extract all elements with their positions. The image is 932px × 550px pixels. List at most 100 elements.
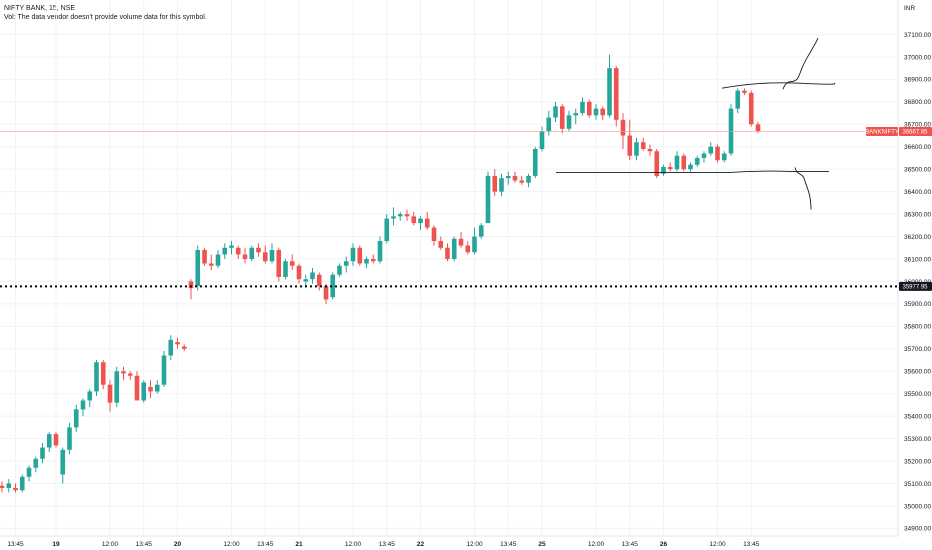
candle-body xyxy=(127,373,133,376)
candle xyxy=(80,398,86,417)
chart-symbol-title: NIFTY BANK, 15, NSE xyxy=(4,5,76,12)
x-tick-label: 13:45 xyxy=(622,541,639,548)
trend-drawings[interactable] xyxy=(556,38,836,210)
candle-body xyxy=(73,409,79,428)
y-tick-label: 36500.00 xyxy=(904,167,931,174)
candle-body xyxy=(107,384,113,403)
candle xyxy=(40,443,45,464)
candle-body xyxy=(451,238,457,259)
candle xyxy=(127,371,133,381)
y-tick-label: 36300.00 xyxy=(904,211,931,218)
candle-body xyxy=(748,92,754,125)
candle xyxy=(424,211,430,230)
candle-body xyxy=(418,218,423,224)
candle xyxy=(53,431,59,448)
y-tick-label: 34900.00 xyxy=(904,526,931,533)
candle-body xyxy=(667,166,673,170)
candle-body xyxy=(330,274,336,298)
candle xyxy=(377,236,383,264)
candle xyxy=(640,137,646,152)
candle xyxy=(330,272,336,300)
candle xyxy=(154,380,160,394)
candle-body xyxy=(478,225,484,237)
candle xyxy=(222,243,228,259)
candle-body xyxy=(492,175,498,192)
candle-body xyxy=(607,68,612,116)
candle xyxy=(580,97,585,116)
candle xyxy=(316,272,322,291)
candle xyxy=(708,142,714,156)
candle-body xyxy=(404,214,410,217)
candle xyxy=(26,465,32,482)
candle xyxy=(202,247,207,266)
candle xyxy=(242,247,248,264)
candle-body xyxy=(94,362,99,392)
symbol-tag-label: BANKNIFTY xyxy=(865,130,899,136)
candle-body xyxy=(661,166,666,174)
candles xyxy=(0,54,761,493)
candle xyxy=(364,256,369,268)
y-tick-label: 36400.00 xyxy=(904,189,931,196)
candle-body xyxy=(728,108,734,154)
x-tick-label: 13:45 xyxy=(500,541,517,548)
candle-body xyxy=(114,371,120,403)
y-tick-label: 35800.00 xyxy=(904,324,931,331)
candle xyxy=(742,88,747,96)
x-tick-label: 26 xyxy=(660,541,668,548)
candle-body xyxy=(573,113,579,116)
candle-body xyxy=(242,254,248,259)
candle-body xyxy=(40,447,45,459)
candle xyxy=(492,169,498,197)
candle-body xyxy=(600,108,606,116)
candle xyxy=(559,104,565,134)
candle xyxy=(114,366,120,408)
candle-body xyxy=(586,101,592,116)
candle xyxy=(107,380,113,412)
candle-body xyxy=(19,476,25,491)
time-axis: 13:45 19 12:00 13:45 20 12:00 13:45 21 12:00 13:4… xyxy=(7,541,759,548)
candle xyxy=(526,173,531,188)
candle-body xyxy=(613,68,619,120)
candle-body xyxy=(33,458,39,468)
candle-body xyxy=(742,90,747,93)
candle xyxy=(181,344,187,352)
candle xyxy=(13,483,18,493)
candle-body xyxy=(397,214,403,217)
candle-body xyxy=(350,247,356,262)
candle-body xyxy=(647,148,653,152)
candle xyxy=(721,151,727,163)
candle-body xyxy=(559,106,565,129)
candle xyxy=(438,236,444,251)
candle-body xyxy=(681,155,687,170)
candle xyxy=(505,171,511,185)
candle-body xyxy=(472,236,477,253)
candle xyxy=(46,431,52,453)
candle-body xyxy=(256,247,261,253)
x-tick-label: 12:00 xyxy=(223,541,240,548)
candle xyxy=(215,250,221,268)
y-tick-label: 35600.00 xyxy=(904,369,931,376)
candle-body xyxy=(377,241,383,262)
candle-body xyxy=(465,245,471,253)
candle-body xyxy=(519,180,525,183)
candle xyxy=(350,243,356,266)
candle xyxy=(397,211,403,221)
y-tick-label: 37100.00 xyxy=(904,32,931,39)
candle-body xyxy=(688,164,693,170)
candle-body xyxy=(384,218,390,242)
candle xyxy=(6,479,12,493)
bullish-path-drawing xyxy=(782,38,819,90)
x-tick-label: 25 xyxy=(538,541,546,548)
resistance-line-drawing xyxy=(721,82,836,89)
candle-body xyxy=(620,119,626,136)
candle-body xyxy=(735,90,741,109)
candle xyxy=(694,155,700,167)
candle xyxy=(235,245,241,259)
candle xyxy=(485,171,491,224)
candle xyxy=(688,162,693,172)
candle-body xyxy=(546,117,552,132)
candle xyxy=(431,225,437,246)
candle xyxy=(391,207,396,226)
candle xyxy=(262,245,268,264)
